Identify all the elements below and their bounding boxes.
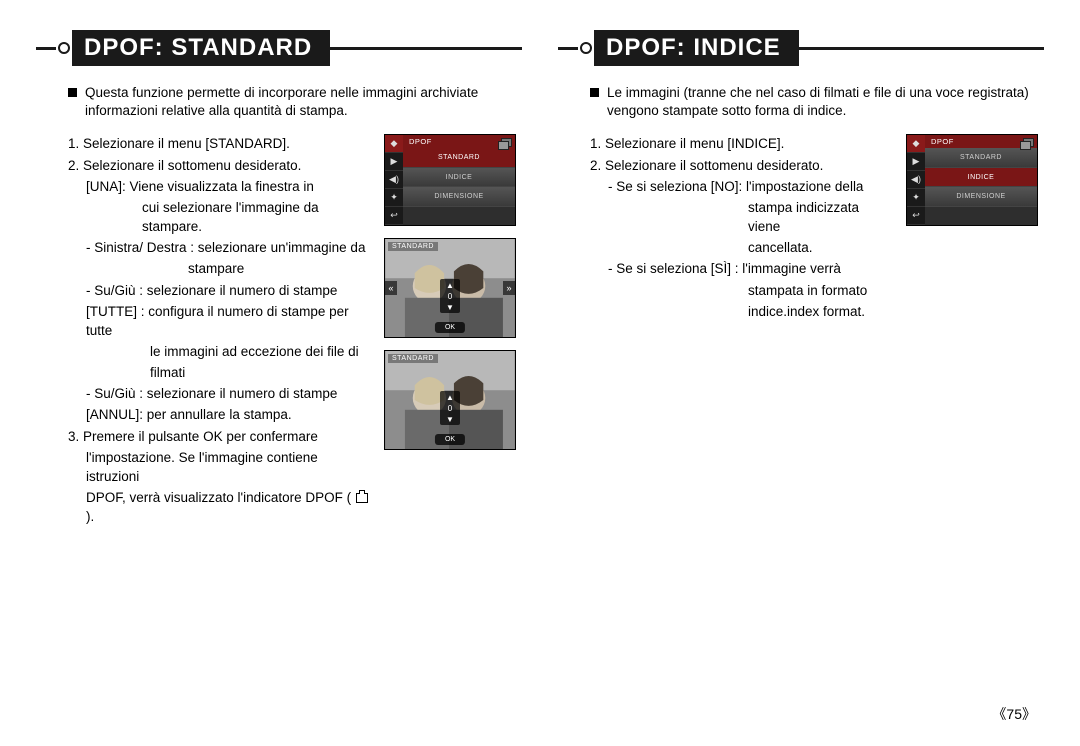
screenshots-column: ◆ ▶ ◀) ✦ ↩ DPOF STANDARD INDICE DIMENSIO… — [384, 134, 522, 528]
body-row: 1. Selezionare il menu [STANDARD]. 2. Se… — [68, 134, 522, 528]
step: 1. Selezionare il menu [STANDARD]. — [68, 134, 370, 153]
count-value: 0 — [448, 404, 452, 413]
left-column: DPOF: STANDARD Questa funzione permette … — [36, 30, 522, 528]
header-rule — [36, 47, 56, 50]
screenshots-column: ◆ ▶ ◀) ✦ ↩ DPOF STANDARD INDICE DIMENSIO… — [906, 134, 1044, 322]
header-rule — [799, 47, 1044, 50]
step: 1. Selezionare il menu [INDICE]. — [590, 134, 892, 153]
back-icon: ↩ — [385, 207, 403, 225]
section-header-left: DPOF: STANDARD — [36, 30, 522, 66]
header-bullet-icon — [580, 42, 592, 54]
square-bullet-icon — [68, 88, 77, 97]
menu-icon: ◆ — [385, 135, 403, 153]
option-si-cont: indice.index format. — [590, 302, 892, 321]
camera-preview-screenshot: STANDARD « » ▲ 0 ▼ OK — [384, 238, 516, 338]
header-bullet-icon — [58, 42, 70, 54]
step-cont: DPOF, verrà visualizzato l'indicatore DP… — [68, 488, 370, 526]
camera-preview-screenshot: STANDARD ▲ 0 ▼ OK — [384, 350, 516, 450]
count-indicator: ▲ 0 ▼ — [440, 391, 460, 425]
settings-icon: ✦ — [907, 189, 925, 207]
menu-row: INDICE — [403, 168, 515, 188]
settings-icon: ✦ — [385, 189, 403, 207]
stack-icon — [1020, 138, 1034, 150]
option-una: [UNA]: Viene visualizzata la finestra in — [68, 177, 370, 196]
count-indicator: ▲ 0 ▼ — [440, 279, 460, 313]
hint: - Sinistra/ Destra : selezionare un'imma… — [68, 238, 370, 257]
section-header-right: DPOF: INDICE — [558, 30, 1044, 66]
option-tutte-cont: le immagini ad eccezione dei file di — [68, 342, 370, 361]
right-column: DPOF: INDICE Le immagini (tranne che nel… — [558, 30, 1044, 528]
option-annul: [ANNUL]: per annullare la stampa. — [68, 405, 370, 424]
option-no-cont: stampa indicizzata viene — [590, 198, 892, 236]
intro-paragraph: Le immagini (tranne che nel caso di film… — [590, 84, 1034, 120]
preview-tag: STANDARD — [388, 354, 438, 363]
intro-text: Questa funzione permette di incorporare … — [85, 84, 512, 120]
menu-row: DIMENSIONE — [403, 187, 515, 207]
page-number: 《75》 — [992, 704, 1036, 724]
hint-cont: stampare — [68, 259, 370, 278]
option-no: - Se si seleziona [NO]: l'impostazione d… — [590, 177, 892, 196]
step-cont: l'impostazione. Se l'immagine contiene i… — [68, 448, 370, 486]
back-icon: ↩ — [907, 207, 925, 225]
option-si: - Se si seleziona [SÌ] : l'immagine verr… — [590, 259, 892, 278]
step-text: DPOF, verrà visualizzato l'indicatore DP… — [86, 490, 351, 505]
step: 2. Selezionare il sottomenu desiderato. — [68, 156, 370, 175]
sound-icon: ◀) — [907, 171, 925, 189]
hint: - Su/Giù : selezionare il numero di stam… — [68, 281, 370, 300]
play-icon: ▶ — [907, 153, 925, 171]
left-arrow-icon: « — [385, 281, 397, 295]
step: 2. Selezionare il sottomenu desiderato. — [590, 156, 892, 175]
menu-icon: ◆ — [907, 135, 925, 153]
sound-icon: ◀) — [385, 171, 403, 189]
option-si-cont: stampata in formato — [590, 281, 892, 300]
menu-row-empty — [925, 207, 1037, 226]
option-tutte: [TUTTE] : configura il numero di stampe … — [68, 302, 370, 340]
down-arrow-icon: ▼ — [446, 415, 454, 424]
header-rule — [330, 47, 522, 50]
count-value: 0 — [448, 292, 452, 301]
section-title: DPOF: STANDARD — [72, 30, 330, 66]
camera-menu-iconbar: ◆ ▶ ◀) ✦ ↩ — [907, 135, 925, 225]
option-tutte-cont: filmati — [68, 363, 370, 382]
camera-menu-iconbar: ◆ ▶ ◀) ✦ ↩ — [385, 135, 403, 225]
step: 3. Premere il pulsante OK per confermare — [68, 427, 370, 446]
instructions: 1. Selezionare il menu [INDICE]. 2. Sele… — [590, 134, 892, 322]
play-icon: ▶ — [385, 153, 403, 171]
intro-text: Le immagini (tranne che nel caso di film… — [607, 84, 1034, 120]
camera-menu-screenshot: ◆ ▶ ◀) ✦ ↩ DPOF STANDARD INDICE DIMENSIO… — [906, 134, 1038, 226]
instructions: 1. Selezionare il menu [STANDARD]. 2. Se… — [68, 134, 370, 528]
ok-label: OK — [435, 322, 465, 333]
ok-label: OK — [435, 434, 465, 445]
page-columns: DPOF: STANDARD Questa funzione permette … — [36, 30, 1044, 528]
header-rule — [558, 47, 578, 50]
right-arrow-icon: » — [503, 281, 515, 295]
preview-tag: STANDARD — [388, 242, 438, 251]
section-title: DPOF: INDICE — [594, 30, 799, 66]
menu-row: STANDARD — [403, 148, 515, 168]
option-no-cont: cancellata. — [590, 238, 892, 257]
stack-icon — [498, 138, 512, 150]
square-bullet-icon — [590, 88, 599, 97]
up-arrow-icon: ▲ — [446, 393, 454, 402]
body-row: 1. Selezionare il menu [INDICE]. 2. Sele… — [590, 134, 1044, 322]
dpof-indicator-icon — [355, 491, 369, 503]
step-text: ). — [86, 509, 94, 524]
menu-row-empty — [403, 207, 515, 226]
option-una-cont: cui selezionare l'immagine da stampare. — [68, 198, 370, 236]
hint: - Su/Giù : selezionare il numero di stam… — [68, 384, 370, 403]
menu-row: STANDARD — [925, 148, 1037, 168]
up-arrow-icon: ▲ — [446, 281, 454, 290]
intro-paragraph: Questa funzione permette di incorporare … — [68, 84, 512, 120]
menu-row: DIMENSIONE — [925, 187, 1037, 207]
down-arrow-icon: ▼ — [446, 303, 454, 312]
menu-row: INDICE — [925, 168, 1037, 188]
camera-menu-screenshot: ◆ ▶ ◀) ✦ ↩ DPOF STANDARD INDICE DIMENSIO… — [384, 134, 516, 226]
